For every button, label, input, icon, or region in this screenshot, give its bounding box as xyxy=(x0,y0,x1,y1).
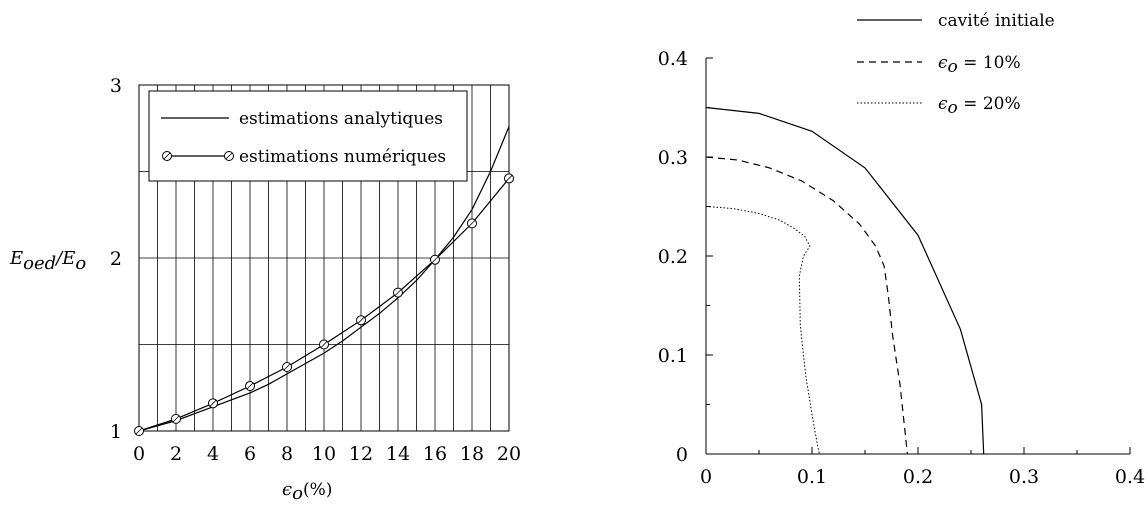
series-eps-10 xyxy=(705,156,908,455)
left-y-tick-label: 2 xyxy=(110,248,122,270)
series-numeric-point-slash xyxy=(320,341,328,348)
series-numeric-point-slash xyxy=(135,427,143,435)
left-legend-box xyxy=(148,90,468,182)
left-x-tick-label: 0 xyxy=(133,443,145,465)
series-numeric-point-slash xyxy=(468,220,476,227)
right-y-tick-label: 0.2 xyxy=(658,246,688,268)
series-numeric-point-slash xyxy=(283,363,291,371)
series-eps-20 xyxy=(705,206,820,455)
left-x-axis-label: ϵo(%) xyxy=(282,479,332,504)
left-x-tick-label: 6 xyxy=(244,443,256,465)
right-x-tick-label: 0 xyxy=(700,466,712,488)
left-x-tick-label: 12 xyxy=(349,443,373,465)
left-x-tick-label: 14 xyxy=(386,443,410,465)
left-y-tick-label: 1 xyxy=(110,421,122,443)
series-numeric-point-slash xyxy=(431,256,439,264)
left-legend: estimations analytiques estimations numér… xyxy=(148,90,468,182)
right-chart: 0 0.1 0.2 0.3 0.4 0 0.1 0.2 0.3 0.4 xyxy=(658,48,1145,488)
series-initial-cavity xyxy=(705,106,985,455)
series-numeric-point-slash xyxy=(505,175,513,182)
left-x-tick-label: 4 xyxy=(207,443,219,465)
legend-text-analytic: estimations analytiques xyxy=(239,109,443,129)
left-x-tick-label: 8 xyxy=(281,443,293,465)
legend-text-numeric: estimations numériques xyxy=(239,147,446,167)
left-x-tick-label: 10 xyxy=(312,443,336,465)
series-analytic-line xyxy=(138,126,510,432)
right-y-tick-label: 0.1 xyxy=(658,345,688,367)
series-numeric-point-slash xyxy=(172,415,180,423)
series-numeric-point-slash xyxy=(246,382,254,390)
left-y-tick-label: 3 xyxy=(110,75,122,97)
legend-marker-numeric-slash xyxy=(163,152,171,160)
right-x-tick-label: 0.2 xyxy=(903,466,933,488)
left-x-tick-label: 2 xyxy=(170,443,182,465)
right-y-tick-label: 0.3 xyxy=(658,147,688,169)
left-x-tick-label: 16 xyxy=(423,443,447,465)
legend-text-initial: cavité initiale xyxy=(938,11,1055,31)
legend-marker-numeric-slash xyxy=(225,152,233,160)
legend-text-20: ϵo = 20% xyxy=(938,94,1021,118)
left-x-tick-label: 20 xyxy=(497,443,521,465)
right-x-tick-label: 0.4 xyxy=(1115,466,1145,488)
legend-text-10: ϵo = 10% xyxy=(938,53,1021,77)
right-x-tick-label: 0.1 xyxy=(797,466,827,488)
right-y-tick-label: 0 xyxy=(676,444,688,466)
right-y-tick-label: 0.4 xyxy=(658,48,688,70)
right-legend: cavité initiale ϵo = 10% ϵo = 20% xyxy=(857,11,1055,118)
series-numeric-point-slash xyxy=(394,289,402,296)
series-numeric-point-slash xyxy=(357,316,365,324)
left-y-axis-label: Eoed/Eo xyxy=(9,248,86,274)
series-numeric-point-slash xyxy=(209,400,217,407)
left-plot-frame xyxy=(138,84,510,432)
left-x-tick-label: 18 xyxy=(460,443,484,465)
right-x-tick-label: 0.3 xyxy=(1009,466,1039,488)
